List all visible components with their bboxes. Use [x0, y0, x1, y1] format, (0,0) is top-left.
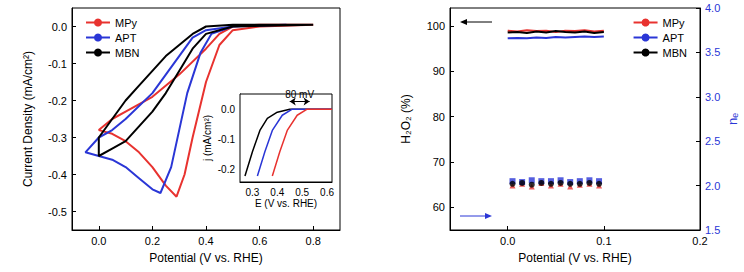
svg-text:-0.5: -0.5	[48, 206, 67, 218]
svg-text:0.6: 0.6	[320, 187, 334, 198]
svg-text:-0.2: -0.2	[48, 95, 67, 107]
svg-text:0.5: 0.5	[295, 187, 309, 198]
svg-text:0.6: 0.6	[252, 235, 267, 247]
svg-text:-0.2: -0.2	[218, 164, 236, 175]
svg-text:0.3: 0.3	[245, 187, 259, 198]
svg-text:-0.1: -0.1	[48, 58, 67, 70]
svg-text:-0.3: -0.3	[48, 132, 67, 144]
svg-text:3.5: 3.5	[705, 46, 720, 58]
svg-text:0.0: 0.0	[221, 104, 235, 115]
svg-text:2.5: 2.5	[705, 135, 720, 147]
svg-text:MBN: MBN	[115, 47, 140, 59]
svg-text:60: 60	[433, 201, 445, 213]
svg-text:H₂O₂ (%): H₂O₂ (%)	[399, 94, 413, 143]
svg-text:3.0: 3.0	[705, 91, 720, 103]
svg-text:0.4: 0.4	[198, 235, 213, 247]
svg-text:0.1: 0.1	[596, 235, 611, 247]
svg-text:0.2: 0.2	[692, 235, 707, 247]
svg-text:4.0: 4.0	[705, 2, 720, 14]
svg-text:MBN: MBN	[663, 47, 688, 59]
svg-text:j (mA/cm²): j (mA/cm²)	[202, 115, 213, 162]
svg-text:0.8: 0.8	[306, 235, 321, 247]
svg-text:1.5: 1.5	[705, 224, 721, 236]
svg-text:70: 70	[433, 156, 445, 168]
svg-text:APT: APT	[663, 32, 685, 44]
svg-text:APT: APT	[115, 32, 137, 44]
svg-text:0.4: 0.4	[270, 187, 284, 198]
svg-text:100: 100	[427, 20, 445, 32]
svg-text:Potential (V vs. RHE): Potential (V vs. RHE)	[518, 251, 631, 265]
svg-text:-0.4: -0.4	[48, 169, 67, 181]
svg-text:80 mV: 80 mV	[285, 89, 314, 100]
svg-text:MPy: MPy	[663, 17, 686, 29]
svg-text:80: 80	[433, 111, 445, 123]
svg-text:0.0: 0.0	[52, 21, 67, 33]
svg-text:-0.1: -0.1	[218, 134, 236, 145]
svg-text:0.0: 0.0	[500, 235, 515, 247]
svg-text:0.0: 0.0	[91, 235, 106, 247]
svg-text:2.0: 2.0	[705, 180, 720, 192]
svg-text:0.2: 0.2	[145, 235, 160, 247]
svg-text:90: 90	[433, 65, 445, 77]
svg-text:nₑ: nₑ	[725, 113, 740, 125]
svg-text:MPy: MPy	[115, 17, 138, 29]
svg-text:Potential (V vs. RHE): Potential (V vs. RHE)	[149, 251, 262, 265]
svg-text:E (V vs. RHE): E (V vs. RHE)	[255, 198, 317, 209]
svg-text:Current Density (mA/cm²): Current Density (mA/cm²)	[21, 51, 35, 187]
